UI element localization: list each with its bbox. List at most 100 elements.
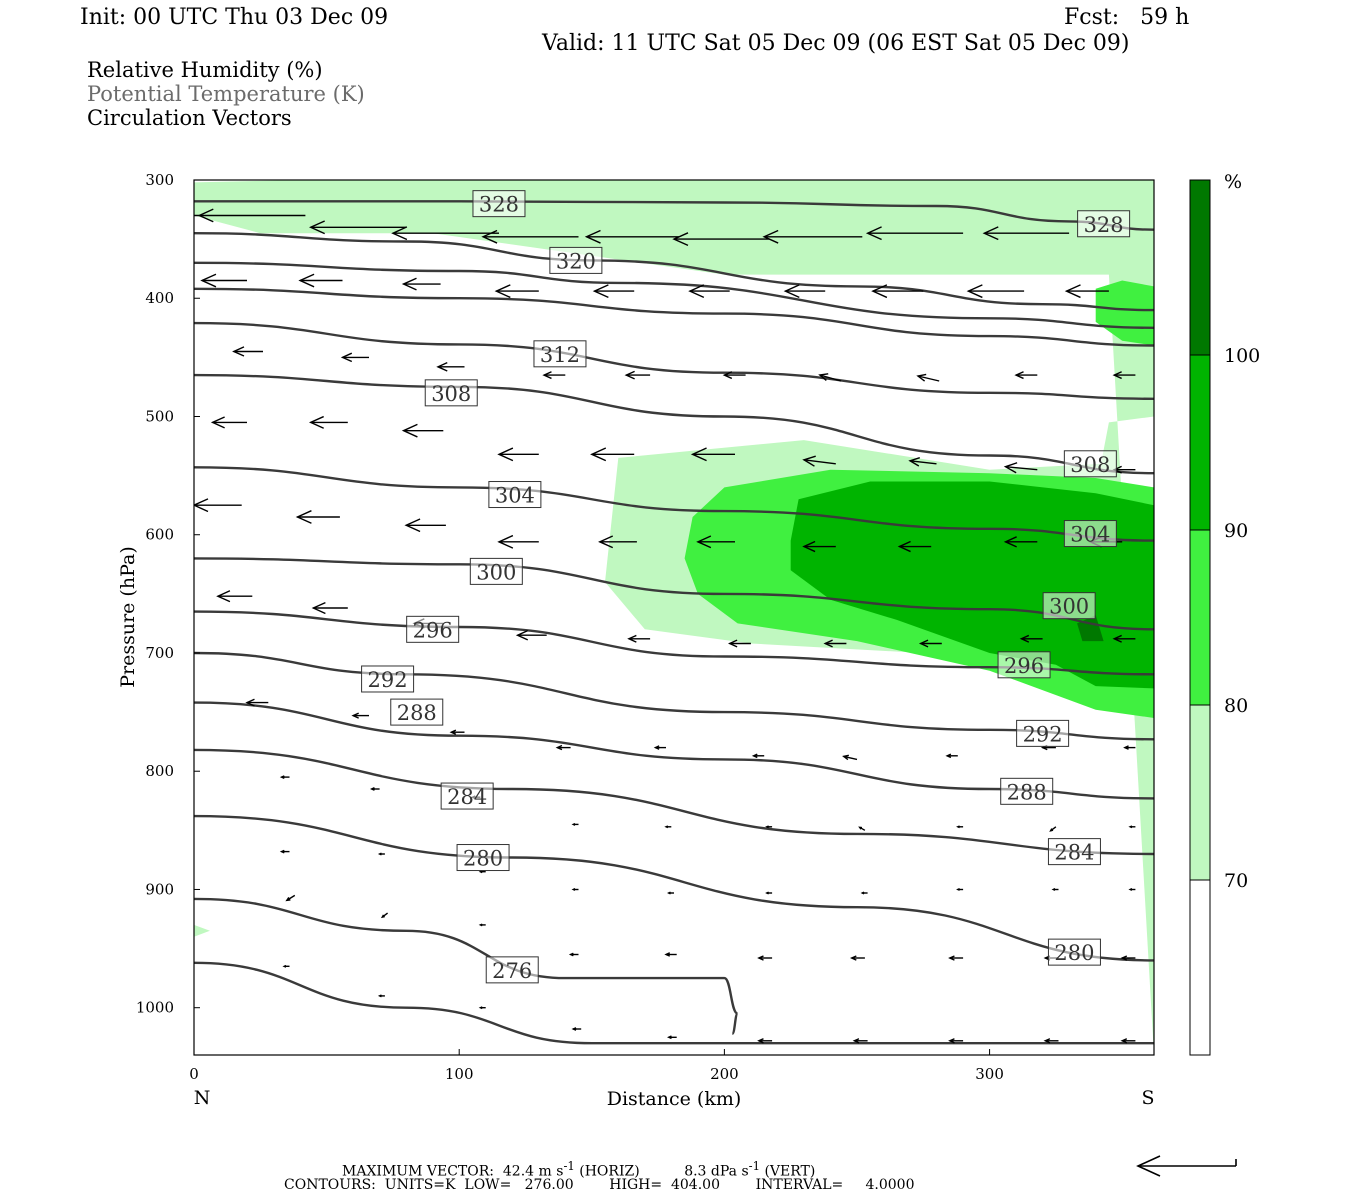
contour-label-box bbox=[1000, 777, 1054, 805]
x-axis-title: Distance (km) bbox=[607, 1088, 742, 1110]
legend-potential-temperature: Potential Temperature (K) bbox=[87, 82, 365, 106]
circulation-vector bbox=[571, 1027, 582, 1031]
circulation-vector bbox=[751, 753, 765, 759]
x-tick-label: 0 bbox=[189, 1065, 199, 1083]
circulation-vector bbox=[245, 698, 269, 707]
circulation-vector bbox=[966, 284, 1025, 299]
circulation-vector bbox=[690, 447, 735, 462]
contour-label-box bbox=[424, 379, 478, 407]
circulation-vector bbox=[871, 284, 924, 299]
theta-contour-328 bbox=[194, 200, 1154, 231]
contour-label-box bbox=[469, 557, 523, 585]
circulation-vector bbox=[945, 753, 958, 759]
y-tick-label: 300 bbox=[145, 171, 174, 189]
circulation-vector bbox=[497, 447, 539, 462]
circulation-vector bbox=[279, 775, 290, 780]
circulation-vector bbox=[298, 273, 343, 288]
circulation-vector bbox=[727, 639, 751, 648]
contour-label-box bbox=[1077, 210, 1131, 238]
circulation-vector bbox=[627, 634, 651, 643]
contour-label-box bbox=[361, 665, 415, 693]
circulation-vector bbox=[598, 535, 637, 549]
circulation-vector bbox=[956, 887, 964, 891]
valid-time: Valid: 11 UTC Sat 05 Dec 09 (06 EST Sat … bbox=[542, 31, 1130, 56]
circulation-vector bbox=[722, 371, 746, 380]
contour-label-296: 296 bbox=[413, 618, 453, 642]
colorbar-segment bbox=[1189, 354, 1211, 531]
circulation-vector bbox=[823, 639, 847, 648]
colorbar-segment bbox=[1189, 179, 1211, 356]
theta-contour-316 bbox=[194, 287, 1154, 347]
circulation-vector bbox=[377, 994, 385, 998]
contour-label-280: 280 bbox=[463, 847, 503, 871]
circulation-vector bbox=[571, 887, 579, 891]
circulation-vector bbox=[592, 284, 635, 299]
contour-label-box bbox=[440, 782, 494, 810]
circulation-vector bbox=[688, 284, 730, 299]
circulation-vector bbox=[1003, 462, 1038, 474]
x-tick-label: 100 bbox=[445, 1065, 474, 1083]
max-vertical: 8.3 dPa s bbox=[684, 1163, 749, 1180]
circulation-vector bbox=[1014, 371, 1038, 380]
circulation-vector bbox=[200, 273, 247, 288]
theta-contour-308 bbox=[194, 373, 1154, 475]
circulation-vector bbox=[842, 754, 858, 761]
circulation-vector bbox=[852, 1038, 868, 1044]
contour-label-300: 300 bbox=[1049, 595, 1089, 619]
circulation-vector bbox=[1051, 887, 1059, 891]
circulation-vector bbox=[1043, 1038, 1059, 1044]
y-tick-label: 1000 bbox=[136, 999, 174, 1017]
circulation-vector bbox=[802, 540, 836, 553]
x-tick-label: 300 bbox=[975, 1065, 1004, 1083]
contour-label-288: 288 bbox=[397, 701, 437, 725]
circulation-vector bbox=[555, 744, 571, 751]
circulation-vector bbox=[783, 284, 826, 299]
circulation-vector bbox=[194, 498, 242, 513]
theta-contour-304 bbox=[194, 466, 1154, 542]
circulation-vector bbox=[624, 370, 651, 380]
circulation-vector bbox=[1049, 826, 1057, 832]
circulation-vector bbox=[916, 373, 940, 382]
contour-label-328: 328 bbox=[1084, 213, 1124, 237]
y-tick-label: 500 bbox=[145, 407, 174, 425]
legend-circulation-vectors: Circulation Vectors bbox=[87, 106, 292, 130]
circulation-vector bbox=[696, 535, 735, 549]
theta-contour-300 bbox=[194, 557, 1154, 631]
circulation-vector bbox=[762, 229, 863, 244]
circulation-vector bbox=[340, 352, 369, 363]
contour-label-box bbox=[456, 844, 510, 872]
contour-label-304: 304 bbox=[495, 484, 535, 508]
max-horizontal: 42.4 m s bbox=[502, 1163, 564, 1180]
circulation-vector bbox=[802, 455, 836, 467]
humidity-region-70 bbox=[194, 180, 1154, 1055]
theta-contour-312 bbox=[194, 321, 1154, 400]
footer-max-vector: MAXIMUM VECTOR: 42.4 m s-1 (HORIZ) 8.3 d… bbox=[342, 1159, 816, 1180]
circulation-vector bbox=[908, 456, 937, 467]
north-end-label: N bbox=[194, 1087, 211, 1109]
circulation-vector bbox=[568, 952, 579, 957]
circulation-vector bbox=[401, 423, 444, 438]
circulation-vector bbox=[478, 923, 486, 927]
contour-label-300: 300 bbox=[476, 560, 516, 584]
circulation-vector bbox=[948, 955, 964, 961]
circulation-vector bbox=[571, 822, 579, 826]
contour-label-308: 308 bbox=[1070, 453, 1110, 477]
circulation-vector bbox=[216, 590, 253, 603]
circulation-vectors bbox=[194, 208, 1136, 1044]
circulation-vector bbox=[956, 825, 964, 829]
circulation-vector bbox=[590, 447, 635, 462]
circulation-vector bbox=[1123, 745, 1136, 750]
circulation-vector bbox=[391, 226, 499, 241]
circulation-vector bbox=[542, 371, 566, 380]
contour-label-box bbox=[1047, 938, 1101, 966]
circulation-vector bbox=[858, 826, 866, 831]
circulation-vector bbox=[210, 416, 247, 429]
circulation-vector bbox=[436, 362, 465, 372]
contour-label-box bbox=[1047, 838, 1101, 866]
circulation-vector bbox=[282, 964, 290, 968]
contour-label-292: 292 bbox=[368, 668, 408, 692]
max-vector-label: MAXIMUM VECTOR: bbox=[342, 1163, 494, 1180]
circulation-vector bbox=[1128, 825, 1136, 829]
circulation-vector bbox=[849, 955, 865, 961]
circulation-vector bbox=[295, 510, 340, 524]
